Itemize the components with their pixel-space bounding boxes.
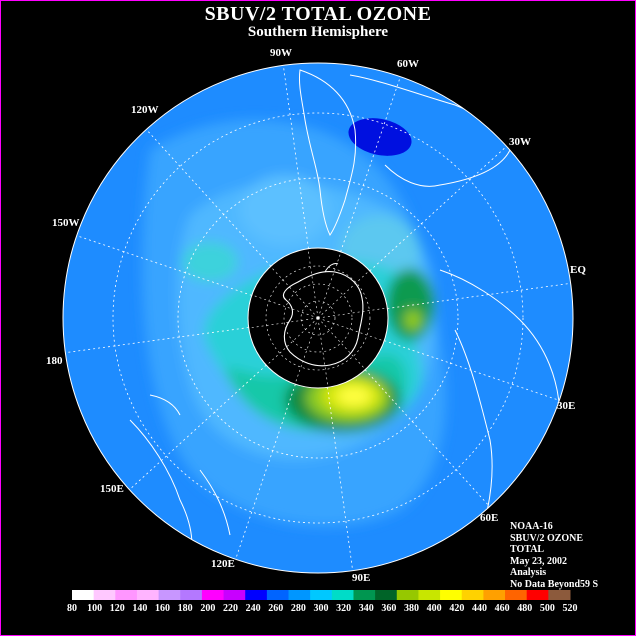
label-90e: 90E — [352, 572, 370, 584]
disc-edge — [62, 62, 574, 574]
legend-swatch — [375, 590, 398, 600]
legend-swatch — [396, 590, 419, 600]
info-product: TOTAL — [510, 544, 545, 555]
info-date: May 23, 2002 — [510, 555, 567, 567]
no-data-cap — [247, 247, 389, 389]
legend-tick-label: 80 — [67, 603, 77, 614]
legend-tick-label: 500 — [540, 603, 555, 614]
legend-swatch — [288, 590, 311, 600]
antarctica-outline — [282, 271, 364, 367]
color-legend: 80 100 120 140 160 180 200 220 240 260 280 300 320 34… — [67, 590, 578, 614]
label-90w: 90W — [270, 47, 292, 59]
legend-swatch — [201, 590, 225, 600]
legend-tick-label: 480 — [517, 603, 532, 614]
legend-tick-label: 320 — [336, 603, 351, 614]
legend-tick-label: 280 — [291, 603, 306, 614]
legend-tick-label: 380 — [404, 603, 419, 614]
legend-swatch — [483, 590, 506, 600]
legend-swatch — [136, 590, 160, 600]
legend-tick-label: 100 — [87, 603, 102, 614]
legend-tick-label: 200 — [200, 603, 215, 614]
legend-swatch — [310, 590, 333, 600]
map-subtitle: Southern Hemisphere — [247, 24, 389, 40]
legend-swatch — [72, 590, 95, 600]
info-type: Analysis — [510, 567, 547, 578]
legend-swatch — [93, 590, 116, 600]
info-block: NOAA-16 SBUV/2 OZONE TOTAL May 23, 2002 … — [510, 521, 598, 590]
info-instrument: SBUV/2 OZONE — [510, 532, 584, 544]
legend-swatch — [461, 590, 484, 600]
legend-tick-label: 300 — [314, 603, 329, 614]
legend-tick-label: 160 — [155, 603, 170, 614]
legend-tick-label: 460 — [495, 603, 510, 614]
label-150w: 150W — [52, 217, 80, 229]
label-30e: 30E — [557, 400, 575, 412]
legend-tick-label: 180 — [178, 603, 193, 614]
legend-tick-label: 520 — [563, 603, 578, 614]
legend-swatch — [505, 590, 528, 600]
label-60w: 60W — [397, 58, 419, 70]
info-note: No Data Beyond59 S — [510, 578, 599, 590]
legend-tick-label: 360 — [381, 603, 396, 614]
map-title: SBUV/2 TOTAL OZONE — [204, 3, 432, 25]
label-120e: 120E — [211, 558, 235, 570]
legend-tick-label: 440 — [472, 603, 487, 614]
legend-tick-label: 260 — [268, 603, 283, 614]
legend-swatch — [440, 590, 463, 600]
legend-tick-label: 400 — [427, 603, 442, 614]
meridian-labels: 90W 60W 30W EQ 30E 60E 90E 120E 150E 180… — [46, 47, 586, 584]
legend-swatch — [223, 590, 246, 600]
label-60e: 60E — [480, 512, 498, 524]
legend-tick-label: 240 — [246, 603, 261, 614]
legend-swatch — [180, 590, 203, 600]
legend-swatch — [418, 590, 441, 600]
legend-tick-label: 140 — [132, 603, 147, 614]
legend-swatch — [158, 590, 181, 600]
label-30w: 30W — [509, 136, 531, 148]
label-180: 180 — [46, 355, 63, 367]
label-120w: 120W — [131, 104, 159, 116]
legend-swatch — [115, 590, 138, 600]
legend-swatch — [548, 590, 571, 600]
legend-swatch — [526, 590, 549, 600]
legend-tick-label: 420 — [449, 603, 464, 614]
legend-swatch — [331, 590, 354, 600]
legend-swatch — [353, 590, 376, 600]
info-satellite: NOAA-16 — [510, 521, 553, 532]
label-eq: EQ — [570, 264, 586, 276]
label-150e: 150E — [100, 483, 124, 495]
graticule — [63, 63, 573, 573]
legend-tick-label: 120 — [110, 603, 125, 614]
legend-swatch — [245, 590, 268, 600]
legend-swatch — [266, 590, 290, 600]
legend-tick-label: 220 — [223, 603, 238, 614]
legend-tick-label: 340 — [359, 603, 374, 614]
